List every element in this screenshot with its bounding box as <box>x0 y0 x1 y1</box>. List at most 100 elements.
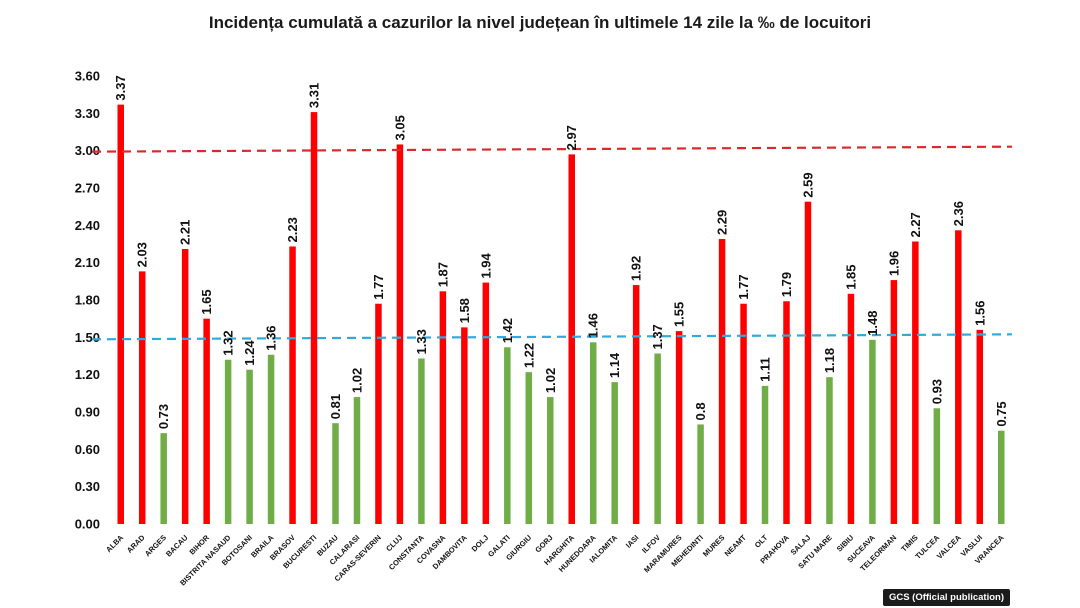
bar-olt <box>761 385 769 524</box>
data-label: 1.55 <box>672 302 687 327</box>
data-label: 1.46 <box>586 313 601 338</box>
chart-title: Incidența cumulată a cazurilor la nivel … <box>209 13 871 32</box>
data-label: 1.22 <box>521 343 536 368</box>
data-label: 1.77 <box>371 274 386 299</box>
data-label: 1.02 <box>349 368 364 393</box>
x-tick-label: ALBA <box>104 533 126 555</box>
data-label: 1.32 <box>221 330 236 355</box>
bar-timis <box>912 241 919 524</box>
bar-giurgiu <box>525 372 533 524</box>
bar-valcea <box>955 230 962 525</box>
data-label: 2.97 <box>564 125 579 150</box>
data-label: 2.03 <box>135 242 150 267</box>
threshold-line-1-5 <box>91 333 1013 341</box>
data-label: 1.92 <box>629 256 644 281</box>
bar-bacau <box>181 248 189 524</box>
data-label: 2.29 <box>715 210 730 235</box>
bar-buzau <box>332 423 339 524</box>
data-label: 2.36 <box>951 201 966 226</box>
data-label: 0.73 <box>156 404 171 429</box>
bar-salaj <box>804 201 812 524</box>
bar-iasi <box>632 285 640 524</box>
y-axis: 0.00 0.30 0.60 0.90 1.20 1.50 1.80 2.10 2.40 2.70… <box>75 69 100 532</box>
bar-vaslui <box>976 329 984 524</box>
x-tick-label: BACAU <box>164 533 190 559</box>
data-label: 1.02 <box>543 368 558 393</box>
bar-caras-severin <box>375 303 382 524</box>
y-tick-label: 0.90 <box>75 405 100 420</box>
bar-satu-mare <box>826 377 833 524</box>
data-label: 1.11 <box>758 357 773 382</box>
x-tick-label: OLT <box>753 533 770 550</box>
bar-ilfov <box>654 353 661 524</box>
bar-constanta <box>418 358 425 524</box>
bar-dambovita <box>461 327 468 524</box>
y-tick-label: 1.20 <box>75 367 100 382</box>
y-tick-label: 3.30 <box>75 106 100 121</box>
data-label: 1.85 <box>843 264 858 289</box>
bar-galati <box>504 347 511 524</box>
data-label: 2.59 <box>800 172 815 197</box>
x-tick-label: IASI <box>624 533 641 550</box>
x-tick-label: ARGES <box>143 533 168 558</box>
bar-bucuresti <box>310 112 318 524</box>
data-labels: 3.37 2.03 0.73 2.21 1.65 1.32 1.24 1.36 2.23 3.31… <box>113 75 1009 429</box>
bar-mures <box>718 239 726 524</box>
y-tick-label: 1.50 <box>75 330 100 345</box>
bar-hunedoara <box>589 342 597 524</box>
bar-dolj <box>482 282 490 524</box>
bar-tulcea <box>933 408 941 524</box>
data-label: 1.33 <box>414 329 429 354</box>
bar-neamt <box>740 303 747 524</box>
bar-braila <box>267 354 275 524</box>
bar-maramures <box>675 331 683 524</box>
data-label: 1.65 <box>199 289 214 314</box>
data-label: 1.94 <box>478 253 493 279</box>
data-label: 0.75 <box>994 401 1009 426</box>
data-label: 0.8 <box>693 402 708 420</box>
data-label: 1.56 <box>972 301 987 326</box>
y-tick-label: 2.70 <box>75 181 100 196</box>
threshold-lines <box>91 145 1013 341</box>
y-tick-label: 3.00 <box>75 143 100 158</box>
data-label: 1.24 <box>242 340 257 366</box>
data-label: 1.42 <box>500 318 515 343</box>
data-label: 1.96 <box>886 251 901 276</box>
bar-ialomita <box>611 382 618 524</box>
y-tick-label: 0.60 <box>75 442 100 457</box>
data-label: 1.48 <box>865 311 880 336</box>
bar-alba <box>117 104 124 524</box>
threshold-line-3 <box>91 145 1013 153</box>
x-tick-label: MURES <box>701 533 727 559</box>
data-label: 1.37 <box>650 324 665 349</box>
x-tick-label: VALCEA <box>935 533 963 561</box>
data-label: 0.93 <box>929 379 944 404</box>
data-label: 1.18 <box>822 348 837 373</box>
bar-covasna <box>439 291 447 524</box>
y-tick-label: 2.10 <box>75 255 100 270</box>
data-label: 2.27 <box>908 212 923 237</box>
data-label: 3.31 <box>307 83 322 108</box>
bar-cluj <box>396 144 404 524</box>
data-label: 1.36 <box>264 325 279 350</box>
data-label: 0.81 <box>328 394 343 419</box>
data-label: 3.05 <box>392 115 407 140</box>
bar-harghita <box>568 154 575 524</box>
bar-mehedinti <box>697 424 704 524</box>
bar-prahova <box>783 301 790 524</box>
data-label: 2.23 <box>285 217 300 242</box>
bar-brasov <box>289 246 296 524</box>
y-tick-label: 0.00 <box>75 517 100 532</box>
bars-group <box>117 104 1005 525</box>
data-label: 3.37 <box>113 75 128 100</box>
data-label: 1.77 <box>736 274 751 299</box>
data-label: 1.87 <box>435 262 450 287</box>
y-tick-label: 0.30 <box>75 479 100 494</box>
bar-bihor <box>203 318 210 524</box>
data-label: 1.79 <box>779 272 794 297</box>
y-tick-label: 2.40 <box>75 218 100 233</box>
data-label: 1.14 <box>607 352 622 378</box>
bar-calarasi <box>353 397 361 524</box>
bar-bistrita-nasaud <box>224 359 232 524</box>
